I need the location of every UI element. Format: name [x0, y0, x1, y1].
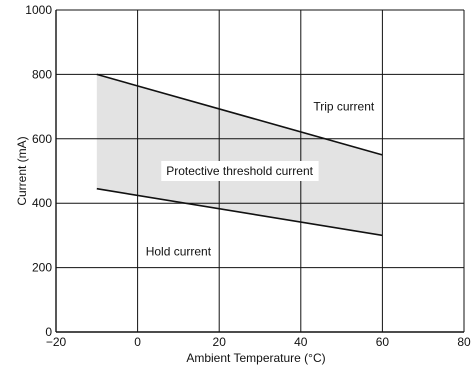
annotation-layer: Trip current Protective threshold current… — [146, 100, 375, 259]
threshold-band — [96, 74, 383, 236]
x-tick-label: 80 — [457, 335, 471, 349]
y-axis-title: Current (mA) — [15, 136, 29, 205]
x-tick-label: 20 — [213, 335, 227, 349]
x-axis-title: Ambient Temperature (°C) — [186, 351, 325, 365]
y-tick-label: 400 — [32, 196, 52, 210]
x-tick-label: −20 — [46, 335, 67, 349]
x-tick-label: 0 — [134, 335, 141, 349]
trip-current-label: Trip current — [313, 100, 375, 114]
x-tick-label: 40 — [294, 335, 308, 349]
protective-threshold-label: Protective threshold current — [166, 164, 313, 178]
series-layer — [96, 73, 383, 237]
y-tick-label: 1000 — [25, 3, 52, 17]
y-tick-label: 0 — [45, 325, 52, 339]
grid-layer — [55, 9, 465, 333]
threshold-label-box — [161, 161, 319, 181]
trip-current-line — [96, 73, 383, 156]
y-tick-label: 600 — [32, 132, 52, 146]
y-tick-label: 200 — [32, 261, 52, 275]
hold-current-label: Hold current — [146, 245, 212, 259]
x-tick-label: 60 — [376, 335, 390, 349]
band-layer — [96, 74, 383, 236]
y-tick-label: 800 — [32, 67, 52, 81]
hold-current-line — [96, 187, 383, 237]
